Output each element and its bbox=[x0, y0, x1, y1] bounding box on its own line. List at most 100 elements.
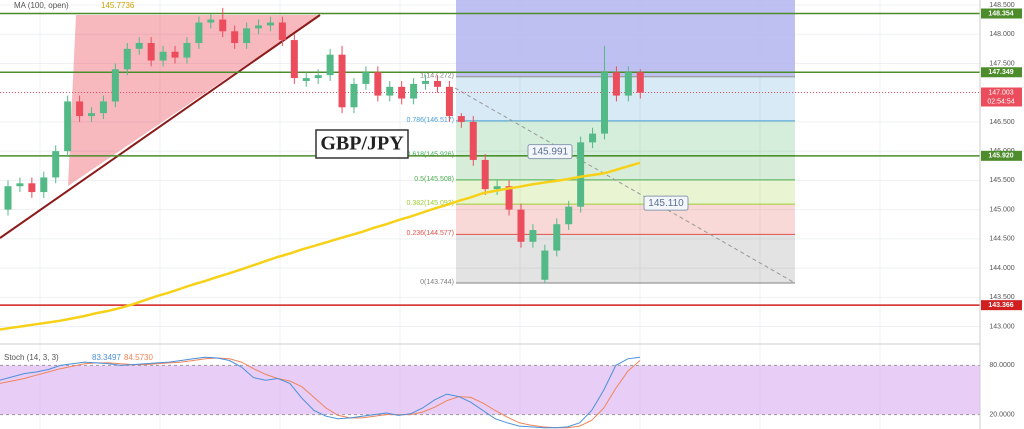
candle-body bbox=[111, 69, 119, 102]
candle-body bbox=[457, 116, 465, 122]
y-tick-label: 145.500 bbox=[989, 177, 1014, 184]
y-tick-label: 145.000 bbox=[989, 206, 1014, 213]
fib-label: 0.786(146.517) bbox=[407, 117, 454, 124]
candle-body bbox=[314, 75, 322, 79]
fib-label: 0(143.744) bbox=[420, 279, 454, 286]
ma-legend-name: MA (100, open) bbox=[14, 1, 69, 10]
y-tick-label: 147.500 bbox=[989, 60, 1014, 67]
candle-body bbox=[219, 19, 227, 32]
candle-body bbox=[302, 78, 310, 81]
candle-body bbox=[636, 72, 644, 93]
candle-body bbox=[171, 51, 179, 58]
projection-line bbox=[454, 87, 796, 284]
candle-body bbox=[410, 83, 418, 99]
current-price-tag bbox=[981, 87, 1022, 107]
fib-band bbox=[456, 120, 795, 156]
candle-body bbox=[386, 86, 394, 96]
stoch-k-value: 83.3497 bbox=[92, 353, 121, 362]
stoch-tick-label: 20.0000 bbox=[989, 411, 1014, 418]
y-tick-label: 146.500 bbox=[989, 119, 1014, 126]
candle-body bbox=[16, 183, 24, 187]
candle-body bbox=[195, 22, 203, 43]
candle-body bbox=[64, 101, 72, 152]
candle-body bbox=[231, 31, 239, 43]
y-tick-label: 144.000 bbox=[989, 265, 1014, 272]
main-panel: 145.991 145.110 bbox=[0, 7, 980, 331]
date-range bbox=[456, 0, 795, 76]
candle-body bbox=[243, 28, 251, 43]
trend-line bbox=[0, 14, 321, 239]
y-tick-label: 148.500 bbox=[989, 2, 1014, 9]
symbol-title: GBP/JPY bbox=[320, 133, 404, 155]
candle-body bbox=[505, 186, 513, 210]
candle-body bbox=[529, 230, 537, 242]
candle-body bbox=[541, 250, 549, 280]
candle-body bbox=[52, 151, 60, 178]
candle-body bbox=[398, 86, 406, 99]
fib-label: 0.618(145.926) bbox=[407, 151, 454, 158]
annotation-box bbox=[643, 195, 689, 211]
fib-band bbox=[456, 234, 795, 284]
price-tag bbox=[981, 8, 1022, 19]
candle-body bbox=[374, 72, 382, 96]
price-tag bbox=[981, 150, 1022, 161]
stoch-legend-name: Stoch (14, 3, 3) bbox=[4, 353, 59, 362]
candle-body bbox=[601, 72, 608, 134]
candle-body bbox=[183, 42, 191, 58]
current-price-label: 147.003 bbox=[988, 89, 1013, 96]
price-axis: 148.500148.000147.500146.500146.000145.5… bbox=[981, 2, 1022, 418]
y-tick-label: 144.500 bbox=[989, 236, 1014, 243]
candle-body bbox=[338, 54, 346, 108]
stoch-d-line bbox=[0, 357, 641, 429]
stoch-tick-label: 80.0000 bbox=[989, 362, 1014, 369]
price-tag-label: 145.920 bbox=[988, 153, 1013, 160]
symbol-box bbox=[315, 129, 409, 159]
price-tag-label: 147.349 bbox=[988, 69, 1013, 76]
annotation-label: 145.110 bbox=[648, 198, 684, 209]
candle-body bbox=[624, 72, 632, 96]
candle-body bbox=[481, 159, 489, 190]
candle-body bbox=[135, 42, 143, 49]
price-tag bbox=[981, 67, 1022, 78]
candle-body bbox=[612, 72, 620, 96]
countdown-label: 02:54:54 bbox=[987, 98, 1014, 105]
candle-body bbox=[278, 22, 286, 41]
stoch-band bbox=[0, 365, 980, 415]
candle-body bbox=[40, 177, 48, 193]
price-tag-label: 143.366 bbox=[988, 302, 1013, 309]
candle-body bbox=[159, 51, 167, 61]
candle-body bbox=[350, 83, 358, 108]
fib-label: 0.236(144.577) bbox=[407, 230, 454, 237]
candle-body bbox=[147, 42, 155, 61]
ma-legend-value: 145.7736 bbox=[101, 1, 135, 10]
candle-body bbox=[266, 22, 274, 26]
annotation-label: 145.991 bbox=[532, 146, 569, 157]
price-tag-label: 148.354 bbox=[988, 10, 1013, 17]
candle-body bbox=[255, 25, 263, 29]
candle-body bbox=[207, 19, 215, 23]
stoch-k-line bbox=[0, 356, 641, 429]
candle-body bbox=[589, 133, 597, 143]
stoch-panel bbox=[0, 356, 980, 429]
moving-average bbox=[0, 161, 641, 331]
candle-body bbox=[469, 121, 477, 160]
candle-body bbox=[433, 80, 441, 87]
candle-body bbox=[76, 101, 84, 117]
candle-body bbox=[88, 113, 96, 117]
candle-body bbox=[422, 80, 430, 84]
candle-body bbox=[517, 209, 525, 242]
candle-body bbox=[4, 186, 12, 210]
candle-body bbox=[553, 224, 561, 251]
price-tag bbox=[981, 300, 1022, 311]
candle-body bbox=[493, 186, 501, 190]
y-tick-label: 143.000 bbox=[989, 323, 1014, 330]
candle-body bbox=[577, 142, 585, 207]
candle-body bbox=[99, 101, 107, 114]
candle-body bbox=[290, 40, 298, 79]
fibonacci: 1(147.272)0.786(146.517)0.618(145.926)0.… bbox=[407, 73, 795, 286]
candle-body bbox=[123, 48, 131, 70]
candle-body bbox=[28, 183, 36, 193]
y-tick-label: 143.500 bbox=[989, 294, 1014, 301]
annotation-box bbox=[527, 144, 573, 160]
